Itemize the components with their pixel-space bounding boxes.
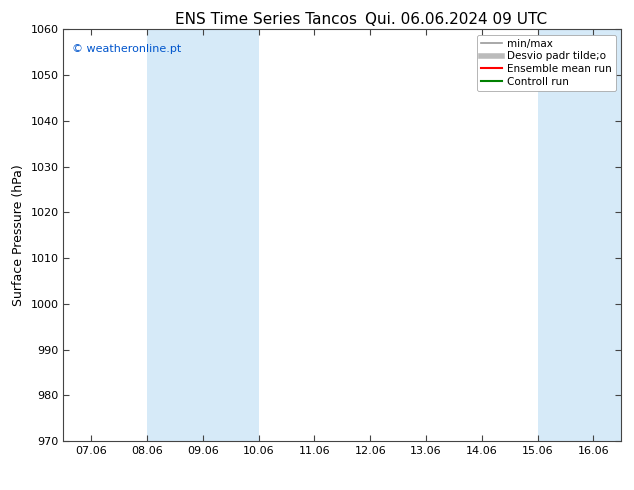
Legend: min/max, Desvio padr tilde;o, Ensemble mean run, Controll run: min/max, Desvio padr tilde;o, Ensemble m… [477,35,616,91]
Bar [538,29,634,441]
Text: © weatheronline.pt: © weatheronline.pt [72,44,181,54]
Bar [147,29,259,441]
Text: Qui. 06.06.2024 09 UTC: Qui. 06.06.2024 09 UTC [365,12,548,27]
Text: ENS Time Series Tancos: ENS Time Series Tancos [175,12,358,27]
Y-axis label: Surface Pressure (hPa): Surface Pressure (hPa) [12,164,25,306]
